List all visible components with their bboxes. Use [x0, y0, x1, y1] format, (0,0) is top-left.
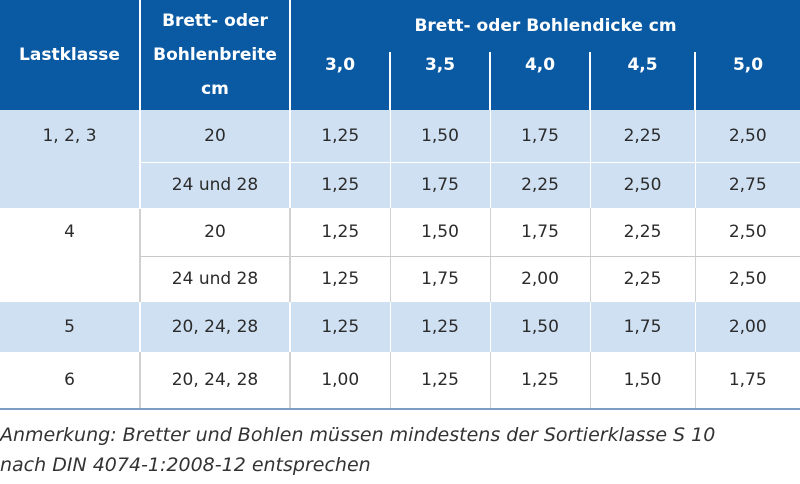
table-row: 4 20 1,25 1,50 1,75 2,25 2,50: [0, 208, 800, 302]
footnote-line2: nach DIN 4074-1:2008-12 entsprechen: [0, 454, 371, 476]
cell-value: 1,25: [490, 351, 591, 410]
header-bohlendicke: Brett- oder Bohlendicke cm: [290, 0, 800, 52]
cell-lastklasse: 5: [0, 301, 141, 352]
cell-breite: 20, 24, 28: [140, 301, 291, 352]
header-dicke-4-0: 4,0: [490, 52, 591, 110]
cell-value: 2,50: [590, 162, 696, 208]
cell-value: 1,25: [390, 351, 491, 410]
cell-value: 1,25: [290, 208, 391, 257]
spacing-table: Lastklasse Brett- oder Bohlenbreite cm B…: [0, 0, 800, 410]
cell-value: 2,25: [590, 256, 696, 302]
table-row: 5 20, 24, 28 1,25 1,25 1,50 1,75 2,00: [0, 301, 800, 352]
cell-breite: 24 und 28: [140, 256, 291, 302]
cell-breite: 20: [140, 208, 291, 257]
cell-value: 1,75: [390, 256, 491, 302]
cell-value: 2,50: [695, 110, 800, 163]
cell-value: 1,25: [290, 162, 391, 208]
cell-value: 2,00: [695, 301, 800, 352]
cell-value: 1,50: [590, 351, 696, 410]
header-dicke-3-0: 3,0: [290, 52, 391, 110]
footnote: Anmerkung: Bretter und Bohlen müssen min…: [0, 420, 800, 480]
cell-breite: 20, 24, 28: [140, 351, 291, 410]
cell-breite: 24 und 28: [140, 162, 291, 208]
header-bohlenbreite-line1: Brett- oder: [162, 11, 268, 31]
cell-value: 1,00: [290, 351, 391, 410]
cell-value: 2,50: [695, 208, 800, 257]
cell-value: 1,75: [695, 351, 800, 410]
header-bohlenbreite: Brett- oder Bohlenbreite cm: [140, 0, 291, 110]
cell-value: 2,25: [590, 208, 696, 257]
table-row: 6 20, 24, 28 1,00 1,25 1,25 1,50 1,75: [0, 351, 800, 410]
cell-lastklasse: 6: [0, 351, 141, 410]
header-bohlenbreite-line2: Bohlenbreite: [153, 45, 277, 65]
cell-value: 2,75: [695, 162, 800, 208]
table-row: 24 und 28 1,25 1,75 2,25 2,50 2,75: [0, 162, 800, 208]
footnote-line1: Anmerkung: Bretter und Bohlen müssen min…: [0, 424, 716, 446]
cell-value: 2,25: [590, 110, 696, 163]
cell-value: 1,75: [390, 162, 491, 208]
header-bohlenbreite-line3: cm: [201, 79, 229, 99]
cell-value: 2,50: [728, 269, 767, 289]
cell-value: 1,75: [490, 110, 591, 163]
cell-value: 1,75: [490, 208, 591, 257]
cell-value: 1,25: [290, 256, 391, 302]
header-dicke-3-5: 3,5: [390, 52, 491, 110]
table-row: 1, 2, 3 20 1,25 1,50 1,75 2,25 2,50: [0, 110, 800, 209]
cell-value: 1,25: [290, 110, 391, 163]
header-lastklasse: Lastklasse: [0, 0, 141, 110]
cell-breite: 20: [140, 110, 291, 163]
header-dicke-4-5: 4,5: [590, 52, 696, 110]
cell-value: 2,00: [490, 256, 591, 302]
cell-value: 1,50: [490, 301, 591, 352]
header-dicke-5-0: 5,0: [695, 52, 800, 110]
cell-value: 1,25: [390, 301, 491, 352]
cell-value: 2,25: [490, 162, 591, 208]
cell-lastklasse: 4: [0, 208, 141, 302]
cell-value: 1,50: [390, 110, 491, 163]
cell-value: 1,75: [590, 301, 696, 352]
cell-lastklasse: 1, 2, 3: [0, 110, 141, 209]
table-row: 24 und 28 1,25 1,75 2,00 2,25 2,50: [0, 256, 800, 302]
cell-value: 1,50: [390, 208, 491, 257]
cell-value: 1,25: [290, 301, 391, 352]
